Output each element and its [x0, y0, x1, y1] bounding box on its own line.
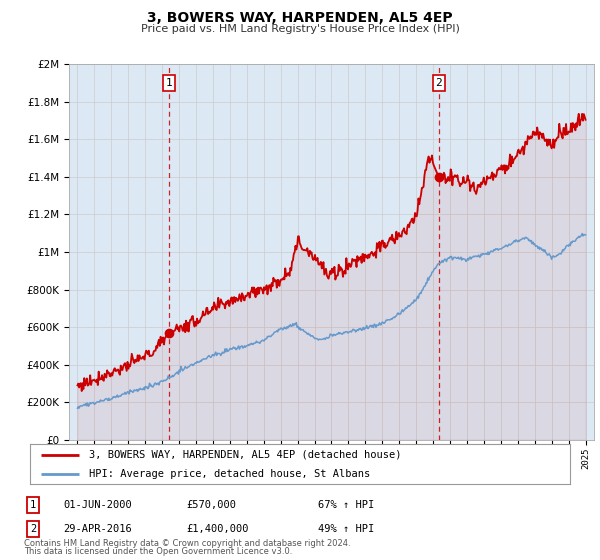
- Text: 1: 1: [30, 500, 36, 510]
- Text: 2: 2: [436, 78, 442, 88]
- Text: 29-APR-2016: 29-APR-2016: [63, 524, 132, 534]
- Text: Contains HM Land Registry data © Crown copyright and database right 2024.: Contains HM Land Registry data © Crown c…: [24, 539, 350, 548]
- Text: This data is licensed under the Open Government Licence v3.0.: This data is licensed under the Open Gov…: [24, 547, 292, 556]
- Text: HPI: Average price, detached house, St Albans: HPI: Average price, detached house, St A…: [89, 469, 371, 478]
- Text: 1: 1: [166, 78, 173, 88]
- Text: 3, BOWERS WAY, HARPENDEN, AL5 4EP: 3, BOWERS WAY, HARPENDEN, AL5 4EP: [147, 11, 453, 25]
- Text: 2: 2: [30, 524, 36, 534]
- Text: 3, BOWERS WAY, HARPENDEN, AL5 4EP (detached house): 3, BOWERS WAY, HARPENDEN, AL5 4EP (detac…: [89, 450, 402, 460]
- Text: 01-JUN-2000: 01-JUN-2000: [63, 500, 132, 510]
- Text: 49% ↑ HPI: 49% ↑ HPI: [318, 524, 374, 534]
- Text: £1,400,000: £1,400,000: [186, 524, 248, 534]
- Text: Price paid vs. HM Land Registry's House Price Index (HPI): Price paid vs. HM Land Registry's House …: [140, 24, 460, 34]
- Text: £570,000: £570,000: [186, 500, 236, 510]
- Text: 67% ↑ HPI: 67% ↑ HPI: [318, 500, 374, 510]
